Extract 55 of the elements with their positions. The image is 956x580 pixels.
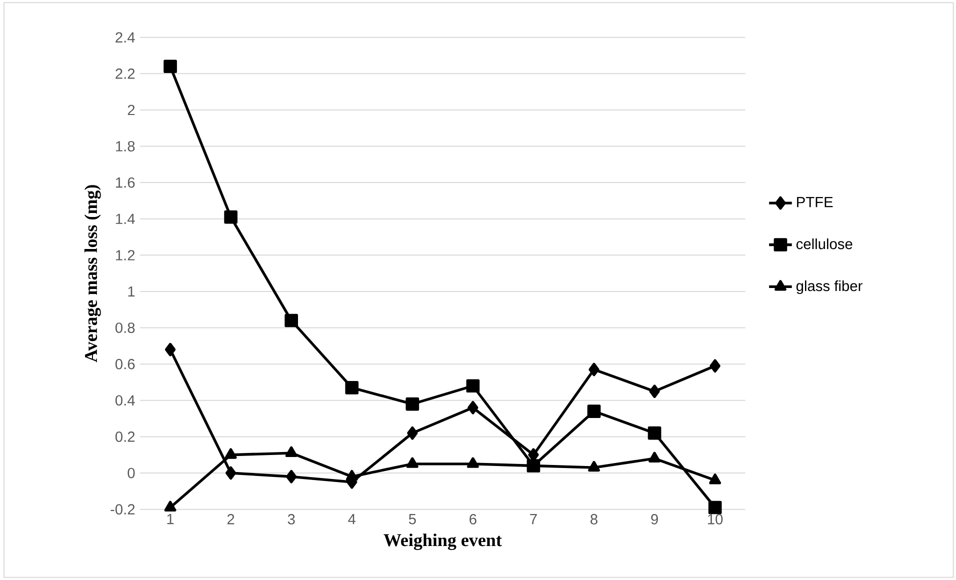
- x-tick-label: 8: [590, 514, 598, 524]
- x-tick-label: 10: [708, 514, 723, 524]
- y-tick-label: 2.2: [116, 68, 135, 79]
- point: [407, 426, 418, 440]
- y-tick-label: 1.4: [116, 214, 135, 224]
- point: [345, 381, 359, 394]
- point: [224, 448, 237, 459]
- x-tick-label: 6: [470, 514, 476, 524]
- point: [710, 359, 720, 373]
- point: [648, 452, 660, 462]
- point: [468, 400, 478, 414]
- y-tick-label: -0.2: [110, 504, 135, 515]
- point: [708, 500, 722, 514]
- y-tick-label: 0.4: [115, 395, 135, 406]
- point: [406, 397, 420, 411]
- y-tick-label: 0.6: [115, 358, 135, 370]
- x-tick-label: 3: [288, 514, 295, 524]
- point: [285, 446, 298, 458]
- y-tick-label: 2.4: [116, 32, 135, 42]
- x-axis-title: Weighing event: [384, 534, 502, 550]
- y-tick-label: 1.2: [116, 250, 135, 260]
- point: [225, 466, 236, 480]
- point: [164, 342, 176, 356]
- legend-label: glass fiber: [796, 280, 862, 294]
- y-tick-label: 0: [128, 468, 135, 478]
- point: [709, 474, 722, 484]
- point: [284, 314, 298, 328]
- point: [649, 384, 660, 398]
- y-tick-label: 1.8: [116, 141, 135, 152]
- point: [588, 460, 600, 472]
- point: [286, 470, 297, 484]
- y-tick-label: 1: [128, 286, 135, 297]
- point: [587, 404, 601, 418]
- point: [466, 457, 479, 468]
- x-tick-label: 7: [530, 514, 537, 524]
- point: [648, 426, 662, 440]
- point: [346, 470, 358, 481]
- point: [164, 500, 176, 512]
- y-tick-label: 0.2: [115, 432, 135, 442]
- y-tick-label: 2: [128, 104, 135, 116]
- x-tick-label: 1: [167, 514, 174, 524]
- legend-label: PTFE: [797, 197, 833, 208]
- point: [164, 60, 177, 74]
- point: [406, 457, 418, 468]
- x-tick-label: 2: [227, 514, 234, 524]
- y-axis-title: Average mass loss (mg): [84, 185, 101, 362]
- y-tick-label: 1.6: [116, 177, 135, 188]
- point: [588, 362, 600, 376]
- y-tick-label: 0.8: [115, 322, 135, 333]
- point: [224, 210, 238, 224]
- x-tick-label: 4: [348, 514, 356, 524]
- legend-label: cellulose: [796, 238, 852, 250]
- point: [466, 379, 480, 393]
- x-tick-label: 5: [408, 514, 416, 524]
- x-tick-label: 9: [651, 514, 658, 524]
